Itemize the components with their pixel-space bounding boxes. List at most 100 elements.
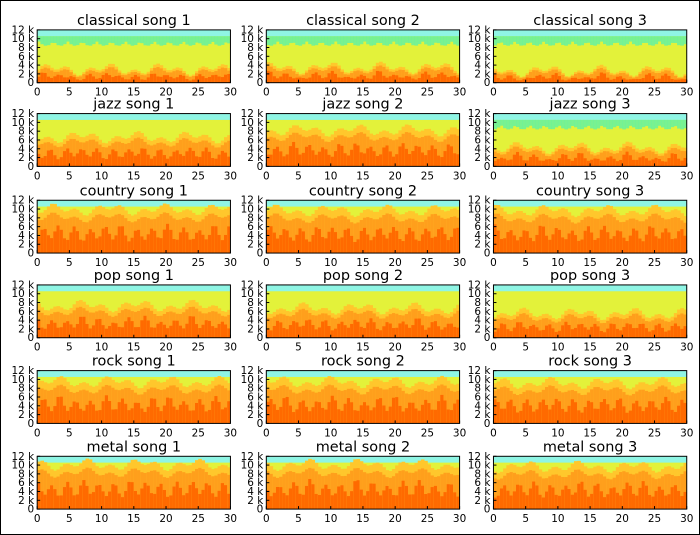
spectrogram-country-song-1	[37, 200, 231, 254]
x-tick-label: 0	[490, 170, 497, 182]
panel-title: classical song 3	[533, 13, 647, 29]
panel-title: jazz song 2	[321, 97, 403, 113]
x-tick-label: 15	[356, 257, 369, 269]
y-tick-label: 10 k	[11, 288, 35, 300]
y-tick-label: 10 k	[241, 374, 265, 386]
panel-metal-song-3: metal song 302 k4 k6 k8 k10 k12 k0 5 10 15 2…	[468, 439, 694, 525]
x-tick-label: 15	[356, 427, 369, 439]
y-tick-label: 10 k	[11, 33, 35, 45]
y-tick-label: 6 k	[247, 51, 264, 63]
y-tick-label: 0	[484, 332, 491, 344]
spectrogram-pop-song-1	[37, 284, 231, 338]
x-tick-label: 0	[490, 513, 497, 525]
x-tick-label: 10	[324, 342, 337, 354]
x-tick-label: 30	[453, 170, 466, 182]
panel-title: rock song 3	[548, 354, 632, 370]
x-tick-label: 0	[490, 257, 497, 269]
x-tick-label: 20	[389, 427, 402, 439]
x-tick-label: 30	[224, 170, 237, 182]
panel-country-song-2: country song 202 k4 k6 k8 k10 k12 k0 5 10 1…	[241, 183, 467, 269]
x-tick-label: 15	[127, 427, 140, 439]
panel-pop-song-3: pop song 302 k4 k6 k8 k10 k12 k0 5 10 15 20 2…	[468, 268, 694, 354]
y-tick-label: 6 k	[247, 134, 264, 146]
x-tick-label: 30	[680, 87, 693, 99]
x-tick-label: 0	[263, 427, 270, 439]
y-tick-label: 4 k	[247, 315, 264, 327]
x-tick-label: 25	[648, 427, 661, 439]
spectrogram-rock-song-2	[266, 370, 460, 424]
x-tick-label: 30	[224, 427, 237, 439]
y-tick-label: 4 k	[247, 400, 264, 412]
y-tick-label: 4 k	[474, 230, 491, 242]
x-tick-label: 30	[680, 257, 693, 269]
x-tick-label: 10	[324, 257, 337, 269]
x-tick-label: 25	[421, 257, 434, 269]
y-tick-label: 6 k	[18, 221, 35, 233]
y-tick-label: 8 k	[247, 42, 264, 54]
x-tick-label: 10	[95, 342, 108, 354]
y-tick-label: 12 k	[468, 24, 492, 36]
y-tick-label: 4 k	[474, 315, 491, 327]
y-tick-label: 12 k	[11, 108, 35, 120]
y-tick-label: 4 k	[18, 400, 35, 412]
y-tick-label: 8 k	[474, 297, 491, 309]
panel-title: country song 2	[309, 183, 417, 199]
y-tick-label: 12 k	[468, 365, 492, 377]
x-tick-label: 25	[648, 342, 661, 354]
y-tick-label: 12 k	[468, 279, 492, 291]
panel-title: pop song 1	[94, 268, 174, 284]
x-tick-label: 20	[389, 87, 402, 99]
x-tick-label: 5	[522, 427, 529, 439]
y-tick-label: 10 k	[468, 204, 492, 216]
x-tick-label: 5	[295, 170, 302, 182]
x-tick-label: 30	[680, 170, 693, 182]
y-tick-label: 8 k	[18, 42, 35, 54]
spectrogram-classical-song-2	[266, 29, 460, 83]
x-tick-label: 25	[421, 170, 434, 182]
y-tick-label: 8 k	[247, 126, 264, 138]
y-tick-label: 12 k	[241, 279, 265, 291]
y-tick-label: 2 k	[247, 239, 264, 251]
x-tick-label: 20	[389, 170, 402, 182]
y-tick-label: 10 k	[11, 460, 35, 472]
y-tick-label: 12 k	[241, 24, 265, 36]
x-tick-label: 20	[616, 427, 629, 439]
x-tick-label: 15	[127, 170, 140, 182]
y-tick-label: 10 k	[241, 33, 265, 45]
y-tick-label: 2 k	[18, 409, 35, 421]
y-tick-label: 0	[28, 248, 35, 260]
y-tick-label: 2 k	[18, 495, 35, 507]
y-tick-label: 12 k	[11, 451, 35, 463]
x-tick-label: 10	[324, 170, 337, 182]
x-tick-label: 10	[95, 257, 108, 269]
x-tick-label: 25	[192, 513, 205, 525]
panel-jazz-song-1: jazz song 102 k4 k6 k8 k10 k12 k0 5 10 15 20…	[11, 97, 237, 183]
x-tick-label: 30	[453, 342, 466, 354]
x-tick-label: 15	[127, 257, 140, 269]
spectrogram-country-song-3	[493, 200, 687, 254]
y-tick-label: 6 k	[18, 477, 35, 489]
y-tick-label: 8 k	[474, 212, 491, 224]
y-tick-label: 0	[28, 161, 35, 173]
panel-rock-song-3: rock song 302 k4 k6 k8 k10 k12 k0 5 10 15 20…	[468, 354, 694, 440]
panel-grid: classical song 102 k4 k6 k8 k10 k12 k0 5 1…	[11, 13, 693, 525]
panel-country-song-1: country song 102 k4 k6 k8 k10 k12 k0 5 10 1…	[11, 183, 237, 269]
x-tick-label: 25	[648, 257, 661, 269]
panel-metal-song-2: metal song 202 k4 k6 k8 k10 k12 k0 5 10 15 2…	[241, 439, 467, 525]
panel-rock-song-1: rock song 102 k4 k6 k8 k10 k12 k0 5 10 15 20…	[11, 354, 237, 440]
x-tick-label: 0	[263, 257, 270, 269]
x-tick-label: 5	[295, 87, 302, 99]
y-tick-label: 12 k	[468, 195, 492, 207]
x-tick-label: 15	[583, 342, 596, 354]
x-tick-label: 30	[224, 513, 237, 525]
y-tick-label: 6 k	[474, 134, 491, 146]
x-tick-label: 20	[616, 257, 629, 269]
y-tick-label: 12 k	[11, 365, 35, 377]
x-tick-label: 25	[192, 427, 205, 439]
y-tick-label: 8 k	[247, 468, 264, 480]
y-tick-label: 0	[484, 248, 491, 260]
x-tick-label: 20	[389, 342, 402, 354]
y-tick-label: 2 k	[474, 152, 491, 164]
y-tick-label: 8 k	[18, 383, 35, 395]
x-tick-label: 10	[551, 257, 564, 269]
